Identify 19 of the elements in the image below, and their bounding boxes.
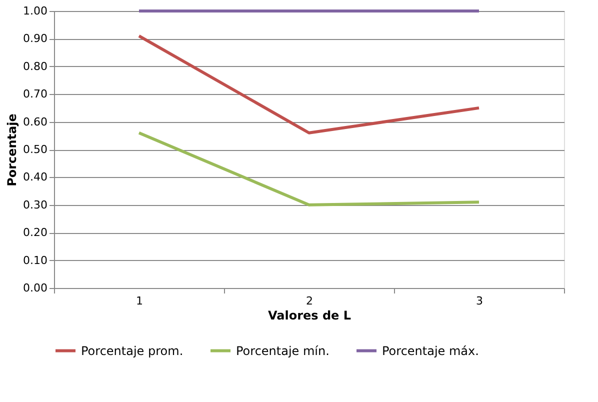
x-tick-label: 1 <box>136 294 143 308</box>
legend-label: Porcentaje mín. <box>236 344 330 358</box>
legend-label: Porcentaje máx. <box>382 344 479 358</box>
y-tick-label: 0.90 <box>23 32 48 46</box>
y-tick-label: 0.60 <box>23 115 48 128</box>
x-tick-label: 2 <box>306 294 313 308</box>
y-tick-label: 0.00 <box>23 282 48 294</box>
y-tick-label: 1.00 <box>23 4 48 18</box>
x-tick-label: 3 <box>476 294 483 308</box>
x-axis-title: Valores de L <box>268 308 352 322</box>
y-axis-title: Porcentaje <box>5 114 20 186</box>
y-tick-label: 0.50 <box>23 143 48 156</box>
y-tick-label: 0.20 <box>23 226 48 240</box>
legend-label: Porcentaje prom. <box>81 344 184 358</box>
y-tick-label: 0.10 <box>23 254 48 267</box>
y-tick-label: 0.30 <box>23 198 48 212</box>
y-tick-label: 0.80 <box>23 60 48 73</box>
y-tick-label: 0.70 <box>23 88 48 101</box>
y-tick-label: 0.40 <box>23 170 48 184</box>
